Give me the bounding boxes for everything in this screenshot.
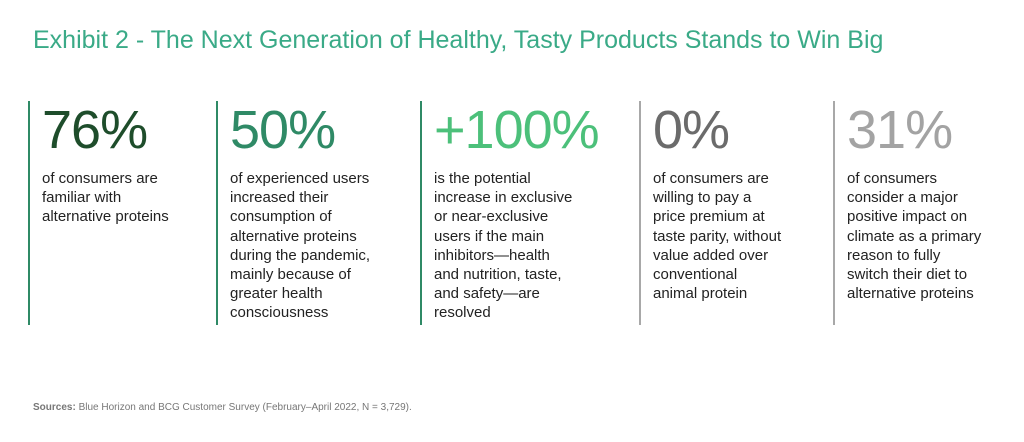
desc-line: consider a major: [847, 189, 958, 207]
stat-description: of consumers are familiar with alternati…: [42, 169, 208, 227]
stat-description: of consumers are willing to pay a price …: [653, 169, 825, 303]
desc-line: reason to fully: [847, 246, 941, 264]
desc-line: inhibitors—health: [434, 246, 550, 264]
desc-line: greater health: [230, 285, 323, 303]
source-text: Blue Horizon and BCG Customer Survey (Fe…: [75, 402, 412, 413]
desc-line: is the potential: [434, 170, 531, 187]
desc-line: taste parity, without: [653, 227, 782, 245]
source-note: Sources: Blue Horizon and BCG Customer S…: [33, 402, 412, 413]
stat-description: is the potential increase in exclusive o…: [434, 169, 625, 323]
stat-familiarity: 76% of consumers are familiar with alter…: [28, 101, 208, 325]
desc-line: alternative proteins: [847, 285, 974, 303]
stat-value: 31%: [847, 100, 953, 160]
desc-line: of consumers are: [653, 170, 769, 187]
desc-line: switch their diet to: [847, 266, 968, 284]
desc-line: during the pandemic,: [230, 246, 371, 264]
stat-price-premium: 0% of consumers are willing to pay a pri…: [639, 101, 825, 325]
desc-line: consciousness: [230, 304, 329, 322]
desc-line: climate as a primary: [847, 227, 982, 245]
desc-line: alternative proteins: [42, 208, 169, 226]
desc-line: users if the main: [434, 227, 545, 245]
desc-line: willing to pay a: [653, 189, 752, 207]
stat-potential-increase: +100% is the potential increase in exclu…: [420, 101, 625, 325]
stat-pandemic-increase: 50% of experienced users increased their…: [216, 101, 412, 325]
source-label: Sources:: [33, 402, 76, 413]
stat-climate-impact: 31% of consumers consider a major positi…: [833, 101, 1018, 325]
desc-line: increased their: [230, 189, 329, 207]
desc-line: and nutrition, taste,: [434, 266, 562, 284]
stat-value: +100%: [434, 100, 600, 160]
stat-description: of consumers consider a major positive i…: [847, 169, 1018, 303]
desc-line: positive impact on: [847, 208, 968, 226]
stat-description: of experienced users increased their con…: [230, 169, 412, 323]
desc-line: conventional: [653, 266, 738, 284]
desc-line: resolved: [434, 304, 491, 322]
desc-line: alternative proteins: [230, 227, 357, 245]
stat-value: 50%: [230, 100, 336, 160]
desc-line: mainly because of: [230, 266, 351, 284]
desc-line: consumption of: [230, 208, 332, 226]
desc-line: animal protein: [653, 285, 748, 303]
desc-line: price premium at: [653, 208, 765, 226]
desc-line: increase in exclusive: [434, 189, 573, 207]
stat-value: 76%: [42, 100, 148, 160]
desc-line: of experienced users: [230, 170, 370, 187]
desc-line: value added over: [653, 246, 769, 264]
stat-value: 0%: [653, 100, 730, 160]
desc-line: familiar with: [42, 189, 122, 207]
desc-line: of consumers are: [42, 170, 158, 187]
desc-line: of consumers: [847, 170, 938, 187]
exhibit-title: Exhibit 2 - The Next Generation of Healt…: [33, 26, 884, 54]
desc-line: and safety—are: [434, 285, 540, 303]
desc-line: or near-exclusive: [434, 208, 549, 226]
